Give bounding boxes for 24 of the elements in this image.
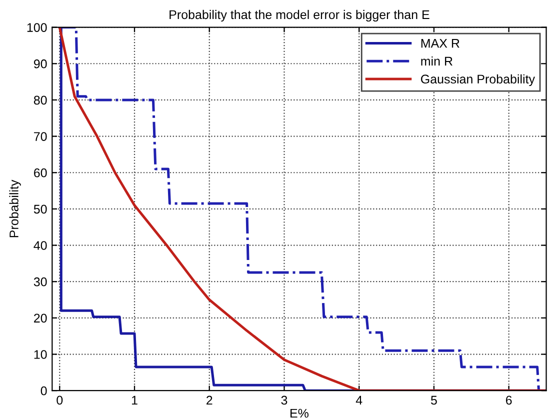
x-tick-label: 3	[281, 396, 288, 405]
y-tick-label: 70	[34, 132, 47, 141]
x-tick-label: 6	[506, 396, 512, 405]
y-tick-label: 90	[34, 59, 47, 68]
y-tick-label: 40	[34, 241, 47, 250]
x-tick-label: 0	[56, 396, 63, 405]
y-tick-label: 50	[34, 204, 47, 214]
x-tick-label: 4	[356, 396, 362, 405]
y-tick-label: 30	[34, 277, 47, 286]
legend-label: MAX R	[421, 39, 460, 48]
y-tick-label: 20	[34, 314, 47, 323]
x-tick-label: 5	[430, 396, 437, 405]
y-tick-label: 60	[34, 168, 47, 178]
y-tick-label: 0	[40, 386, 47, 396]
y-tick-label: 80	[34, 96, 47, 105]
legend-label: min R	[421, 56, 452, 66]
chart-title: Probability that the model error is bigger than E	[170, 10, 430, 22]
legend-label: Gaussian Probability	[420, 74, 535, 86]
y-tick-label: 10	[34, 350, 47, 359]
x-axis-title: E%	[290, 408, 308, 418]
x-tick-label: 2	[206, 396, 212, 405]
y-axis-title: Probability	[9, 180, 21, 238]
y-tick-label: 100	[27, 23, 47, 32]
x-tick-label: 1	[132, 396, 138, 405]
